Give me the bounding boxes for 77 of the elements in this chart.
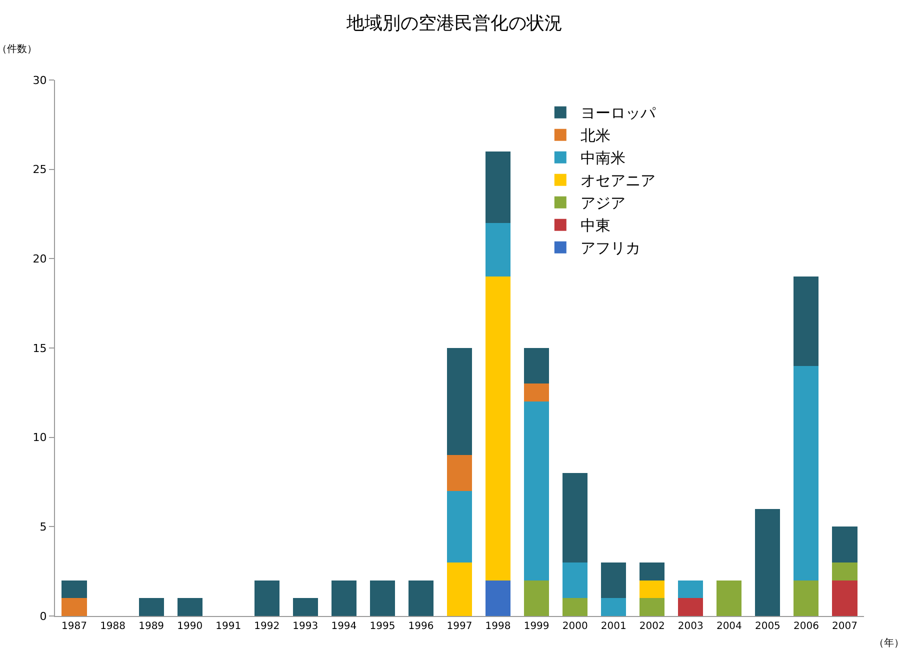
bar xyxy=(292,598,318,616)
legend-label: 中南米 xyxy=(580,149,626,168)
bar xyxy=(446,348,472,456)
bar xyxy=(832,562,858,580)
bar xyxy=(716,580,742,616)
x-tick-label: 2005 xyxy=(754,621,780,632)
bar xyxy=(562,598,588,616)
x-tick-label: 1987 xyxy=(62,621,87,632)
x-tick-label: 2001 xyxy=(600,621,626,632)
y-tick-label: 5 xyxy=(40,520,47,534)
bar xyxy=(446,490,472,562)
bar xyxy=(678,598,704,616)
bar xyxy=(486,580,511,616)
x-tick-label: 2004 xyxy=(716,621,742,632)
x-tick-label: 1988 xyxy=(100,621,126,632)
bar xyxy=(331,580,356,616)
bar xyxy=(640,562,665,580)
bar xyxy=(408,580,434,616)
legend-label: アフリカ xyxy=(580,239,640,258)
bar xyxy=(601,598,626,616)
bar xyxy=(62,580,87,598)
bar xyxy=(755,508,780,616)
bar xyxy=(524,580,550,616)
bar xyxy=(832,526,858,562)
bar xyxy=(486,151,511,223)
bar xyxy=(446,455,472,491)
legend-label: オセアニア xyxy=(580,172,656,190)
x-axis-title: （年） xyxy=(874,637,904,649)
bar xyxy=(640,598,665,616)
y-tick-label: 20 xyxy=(32,252,47,266)
x-tick-label: 1999 xyxy=(524,621,550,632)
x-tick-label: 1998 xyxy=(485,621,511,632)
x-tick-label: 2003 xyxy=(678,621,704,632)
bar xyxy=(640,580,665,598)
bar xyxy=(601,562,626,598)
bar xyxy=(177,598,202,616)
x-tick-label: 1997 xyxy=(446,621,472,632)
y-tick-label: 30 xyxy=(32,74,47,87)
legend-label: 中東 xyxy=(580,216,610,235)
y-axis-title: （件数） xyxy=(0,44,37,55)
y-tick-label: 10 xyxy=(32,431,47,444)
bar xyxy=(524,402,550,580)
bar xyxy=(62,598,87,616)
bar xyxy=(832,580,858,616)
legend-label: アジア xyxy=(580,194,626,212)
bar xyxy=(562,562,588,598)
x-tick-label: 1996 xyxy=(408,621,434,632)
x-tick-label: 1993 xyxy=(292,621,318,632)
bar xyxy=(254,580,280,616)
x-tick-label: 1992 xyxy=(254,621,280,632)
bar xyxy=(486,222,511,277)
bar xyxy=(486,276,511,580)
x-tick-label: 1990 xyxy=(177,621,203,632)
y-tick-label: 15 xyxy=(32,342,47,355)
x-tick-label: 1989 xyxy=(138,621,164,632)
chart-title: 地域別の空港民営化の状況 xyxy=(346,13,562,34)
y-tick-label: 0 xyxy=(40,610,47,623)
x-tick-label: 1994 xyxy=(331,621,357,632)
bar xyxy=(794,366,819,580)
x-tick-label: 2006 xyxy=(793,621,819,632)
bar xyxy=(524,348,550,384)
legend-label: 北米 xyxy=(580,126,610,145)
y-tick-label: 25 xyxy=(32,163,47,176)
bar xyxy=(138,598,164,616)
legend-label: ヨーロッパ xyxy=(580,104,656,122)
x-tick-label: 2002 xyxy=(639,621,665,632)
x-tick-label: 1991 xyxy=(216,621,242,632)
bar xyxy=(446,562,472,616)
x-tick-label: 2000 xyxy=(562,621,588,632)
bar xyxy=(794,580,819,616)
bar xyxy=(370,580,395,616)
x-tick-label: 2007 xyxy=(832,621,858,632)
bar xyxy=(678,580,704,598)
bar xyxy=(794,276,819,366)
bar xyxy=(524,384,550,402)
bar xyxy=(562,473,588,562)
x-tick-label: 1995 xyxy=(370,621,396,632)
